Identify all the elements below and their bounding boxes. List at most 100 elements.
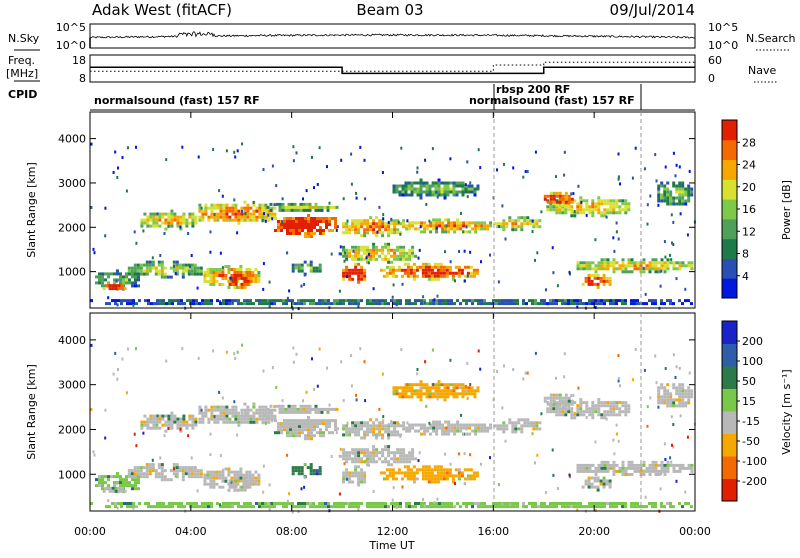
power-cell	[678, 264, 682, 268]
velocity-cell	[387, 448, 391, 452]
velocity-cell	[101, 481, 104, 485]
power-cell	[345, 271, 349, 275]
power-cell	[206, 268, 210, 271]
power-cell	[369, 222, 373, 226]
velocity-cell	[582, 466, 586, 470]
velocity-cell	[234, 502, 237, 505]
velocity-cell	[357, 483, 361, 487]
power-cell	[234, 206, 238, 210]
power-cell	[523, 219, 527, 223]
power-cell	[564, 197, 568, 201]
velocity-cell	[496, 424, 500, 428]
velocity-cell	[372, 502, 375, 505]
velocity-cell	[457, 474, 461, 478]
power-cell	[445, 274, 449, 278]
velocity-cell	[261, 417, 265, 421]
velocity-cell	[345, 427, 349, 431]
velocity-cell	[561, 405, 565, 409]
power-cell	[443, 187, 447, 191]
power-cell	[204, 302, 207, 306]
power-cell	[465, 230, 469, 234]
velocity-cell	[483, 423, 487, 427]
power-cell	[651, 299, 654, 303]
power-cell	[681, 199, 685, 203]
velocity-cell	[401, 392, 405, 396]
power-cell	[264, 302, 267, 306]
power-speckle	[318, 146, 321, 150]
velocity-cell	[471, 429, 475, 433]
power-cell	[434, 184, 438, 188]
velocity-cell	[584, 482, 588, 486]
velocity-cell	[609, 407, 613, 411]
power-cell	[306, 263, 310, 267]
velocity-cell	[597, 502, 600, 505]
velocity-speckle	[449, 358, 452, 362]
velocity-cell	[651, 502, 654, 505]
power-speckle	[200, 206, 203, 210]
power-cell	[122, 275, 125, 279]
velocity-cell	[453, 505, 456, 509]
station-title: Adak West (fitACF)	[92, 1, 232, 19]
velocity-cell	[396, 421, 400, 425]
power-cell	[520, 216, 524, 220]
power-cell	[654, 270, 658, 274]
power-cell	[612, 258, 616, 262]
power-cell	[447, 227, 451, 231]
velocity-cell	[618, 410, 622, 414]
velocity-speckle	[303, 476, 306, 480]
power-cell	[669, 302, 672, 306]
power-cell	[270, 206, 274, 210]
velocity-cell	[435, 505, 438, 509]
power-cell	[354, 228, 358, 232]
power-cell	[363, 251, 367, 255]
power-cell	[261, 302, 264, 306]
velocity-cell	[452, 389, 456, 393]
velocity-cell	[582, 505, 585, 509]
power-cell	[597, 211, 601, 215]
velocity-cell	[111, 486, 115, 490]
power-cell	[475, 268, 479, 272]
power-cell	[213, 218, 217, 222]
power-speckle	[534, 258, 536, 262]
velocity-cell	[204, 505, 207, 509]
power-cell	[304, 217, 307, 220]
power-cell	[186, 299, 189, 303]
power-cell	[450, 221, 454, 225]
power-cell	[345, 251, 349, 255]
velocity-cell	[401, 395, 405, 399]
power-cell	[168, 302, 171, 306]
power-cell	[289, 232, 292, 235]
power-cell	[428, 184, 432, 188]
velocity-speckle	[465, 427, 468, 431]
power-cell	[457, 268, 461, 272]
velocity-cell	[546, 402, 550, 406]
velocity-cell	[105, 505, 108, 509]
velocity-speckle	[406, 421, 409, 425]
power-cell	[293, 208, 297, 212]
power-cell	[182, 215, 186, 219]
power-cell	[456, 227, 460, 231]
velocity-cell	[372, 448, 376, 452]
velocity-cell	[426, 429, 430, 433]
velocity-cell	[246, 417, 250, 421]
power-cell	[258, 212, 262, 216]
velocity-speckle	[368, 455, 370, 459]
velocity-cell	[514, 421, 518, 425]
velocity-cell	[166, 478, 170, 482]
velocity-speckle	[688, 371, 691, 375]
velocity-cell	[234, 417, 238, 421]
velocity-cell	[458, 386, 462, 390]
power-cell	[666, 199, 670, 203]
velocity-colorbar-swatch	[722, 321, 737, 344]
velocity-cell	[657, 389, 661, 393]
velocity-cell	[624, 407, 628, 411]
velocity-cell	[314, 410, 318, 414]
power-cell	[687, 299, 690, 303]
power-speckle	[303, 273, 306, 277]
velocity-cell	[382, 477, 386, 481]
velocity-cell	[436, 480, 440, 484]
velocity-cell	[128, 481, 131, 485]
power-cell	[181, 275, 185, 279]
velocity-cell	[436, 477, 440, 481]
power-cell	[591, 267, 595, 271]
